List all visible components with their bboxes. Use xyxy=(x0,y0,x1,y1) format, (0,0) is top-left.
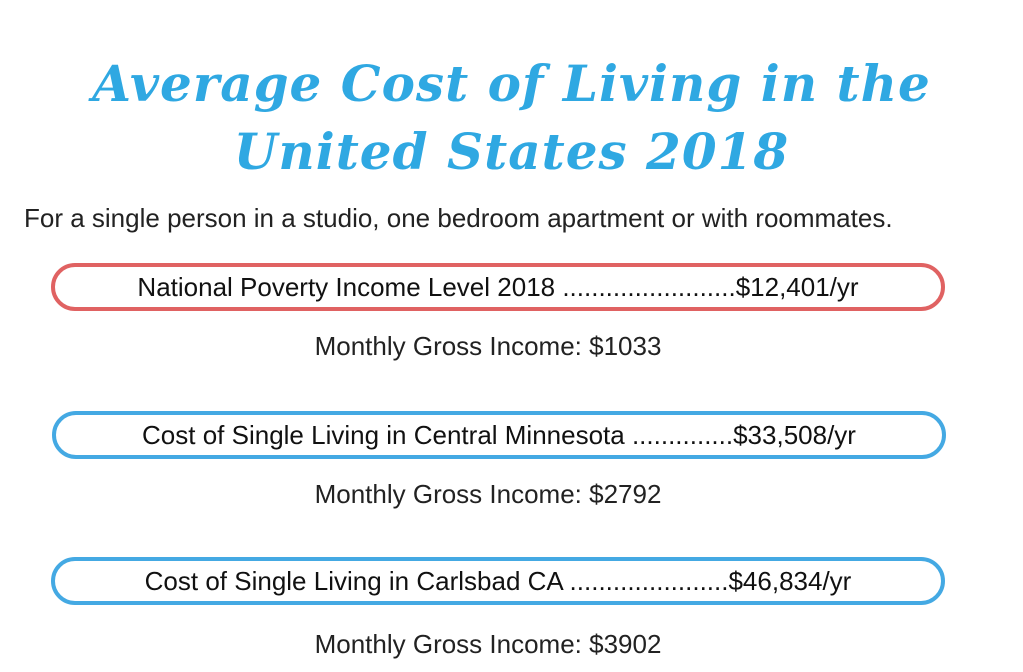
minnesota-cost-box: Cost of Single Living in Central Minneso… xyxy=(52,411,946,459)
minnesota-monthly-income: Monthly Gross Income: $2792 xyxy=(314,479,662,509)
poverty-monthly-income: Monthly Gross Income: $1033 xyxy=(314,331,662,361)
page-title-line-2: United States 2018 xyxy=(233,122,790,181)
poverty-level-box: National Poverty Income Level 2018 .....… xyxy=(51,263,945,311)
carlsbad-cost-box: Cost of Single Living in Carlsbad CA ...… xyxy=(51,557,945,605)
carlsbad-monthly-income: Monthly Gross Income: $3902 xyxy=(314,629,662,659)
page-title-line-1: Average Cost of Living in the xyxy=(92,54,931,113)
page-subtitle: For a single person in a studio, one bed… xyxy=(24,203,893,233)
